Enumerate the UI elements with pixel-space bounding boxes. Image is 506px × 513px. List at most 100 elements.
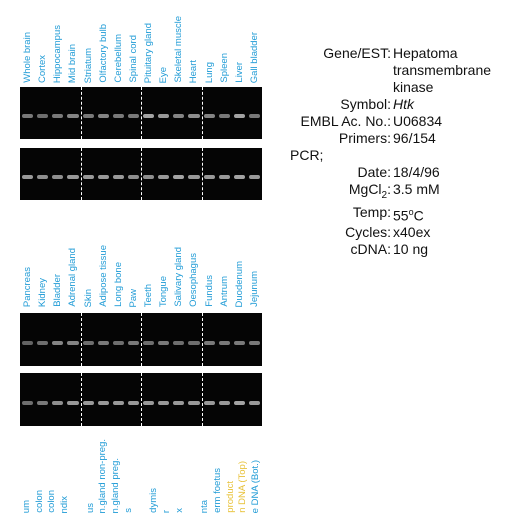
cycles-row: Cycles: x40ex: [290, 224, 506, 241]
gene-value-line-2: transmembrane: [393, 62, 492, 78]
symbol-row: Symbol: Htk: [290, 96, 506, 113]
lane-label: Cerebellum: [112, 34, 124, 83]
temp-label: Temp:: [352, 203, 391, 220]
gel-band: [233, 175, 245, 180]
lane-label: Adrenal gland: [67, 248, 79, 307]
gel-band: [248, 114, 260, 119]
gel-band: [143, 400, 155, 405]
lane-label: Cortex: [37, 55, 49, 83]
embl-value: U06834: [393, 113, 443, 129]
gel-band: [203, 400, 215, 405]
lane-label: Skin: [82, 288, 94, 307]
pcr-info: Gene/EST: Hepatoma transmembrane kinase …: [290, 45, 506, 258]
lane-label: Whole brain: [22, 32, 34, 83]
date-label: Date:: [357, 164, 391, 180]
gel-band: [203, 175, 215, 180]
gel-band: [37, 175, 49, 180]
temp-degree: o: [408, 206, 414, 217]
lane-label: Jejunum: [248, 271, 260, 307]
date-value: 18/4/96: [393, 164, 440, 180]
lane-label: um: [20, 499, 32, 513]
gel-band: [158, 175, 170, 180]
mgcl-row: MgCl2: 3.5 mM: [290, 181, 506, 204]
lane-group-divider: [141, 313, 142, 366]
gel-band: [97, 114, 109, 119]
lane-label: colon: [33, 490, 45, 513]
cycles-label: Cycles:: [345, 224, 391, 241]
gel-band: [97, 175, 109, 180]
gel-band: [82, 114, 94, 119]
gel-band: [67, 400, 79, 405]
gel-band: [143, 175, 155, 180]
mgcl-label-text: MgCl: [348, 181, 382, 197]
lane-labels-panel-1: Whole brain Cortex Hippocampus Mid brain Str…: [20, 16, 262, 83]
gene-value-line-1: Hepatoma: [393, 45, 458, 61]
lane-group-divider: [141, 373, 142, 426]
mgcl-label: MgCl2:: [290, 181, 391, 204]
embl-row: EMBL Ac. No.: U06834: [290, 113, 506, 130]
gel-band: [143, 340, 155, 345]
gel-band: [158, 114, 170, 119]
primers-value: 96/154: [393, 130, 436, 146]
gel-band: [233, 340, 245, 345]
gel-panel-2-top: [20, 313, 262, 366]
lane-label: Fundus: [203, 275, 215, 307]
lane-group-divider: [141, 148, 142, 200]
lane-label: x: [173, 508, 185, 513]
lane-label: dymis: [148, 488, 160, 513]
lane-label: n DNA (Top): [237, 461, 249, 513]
gel-band: [203, 340, 215, 345]
lane-label: Liver: [233, 62, 245, 83]
lane-group-divider: [80, 87, 82, 139]
lane-label: Eye: [158, 66, 170, 83]
gel-band: [22, 114, 34, 119]
lane-label: Teeth: [143, 283, 155, 307]
embl-label: EMBL Ac. No.:: [300, 113, 391, 129]
gene-value-line-3: kinase: [393, 79, 434, 95]
gel-band: [52, 340, 64, 345]
lane-label: Antrum: [218, 276, 230, 307]
lane-label: Olfactory bulb: [97, 24, 109, 83]
primers-row: Primers: 96/154: [290, 130, 506, 147]
symbol-label: Symbol:: [340, 96, 391, 112]
gel-band: [143, 114, 155, 119]
pcr-heading: PCR;: [290, 147, 324, 163]
lane-label: product: [224, 481, 236, 513]
lane-group-divider: [201, 87, 203, 139]
gel-band: [52, 114, 64, 119]
lane-labels-panel-2: Pancreas Kidney Bladder Adrenal gland Skin Ad…: [20, 245, 262, 307]
lane-label: Kidney: [37, 277, 49, 307]
gel-band: [158, 400, 170, 405]
cycles-value: x40ex: [393, 224, 431, 241]
lane-group-divider: [201, 148, 203, 200]
lane-label: Salivary gland: [173, 247, 185, 307]
lane-label: e DNA (Bot.): [250, 459, 262, 513]
lane-label: Tongue: [158, 275, 170, 307]
gel-band: [127, 114, 139, 119]
lane-label: colon: [46, 490, 58, 513]
gel-band: [82, 175, 94, 180]
gel-band: [67, 114, 79, 119]
gel-band: [52, 400, 64, 405]
gene-value: Hepatoma transmembrane kinase: [391, 45, 506, 96]
lane-group-divider: [201, 373, 203, 426]
gel-band: [173, 400, 185, 405]
lane-group-divider: [80, 313, 82, 366]
gel-band: [127, 340, 139, 345]
gel-band: [82, 400, 94, 405]
gel-band: [112, 175, 124, 180]
lane-label: Long bone: [112, 262, 124, 307]
gel-band: [112, 114, 124, 119]
lane-group-divider: [80, 148, 82, 200]
lane-label: erm foetus: [211, 468, 223, 513]
lane-label: Pancreas: [22, 266, 34, 307]
gel-band: [233, 400, 245, 405]
symbol-value: Htk: [393, 96, 414, 112]
gel-band: [112, 400, 124, 405]
lane-label: Hippocampus: [52, 24, 64, 83]
lane-label: n.gland preg.: [110, 457, 122, 513]
lane-label: Skeletal muscle: [173, 16, 185, 83]
cdna-value: 10 ng: [393, 241, 429, 258]
gel-band: [37, 340, 49, 345]
lane-label: Spleen: [218, 53, 230, 83]
